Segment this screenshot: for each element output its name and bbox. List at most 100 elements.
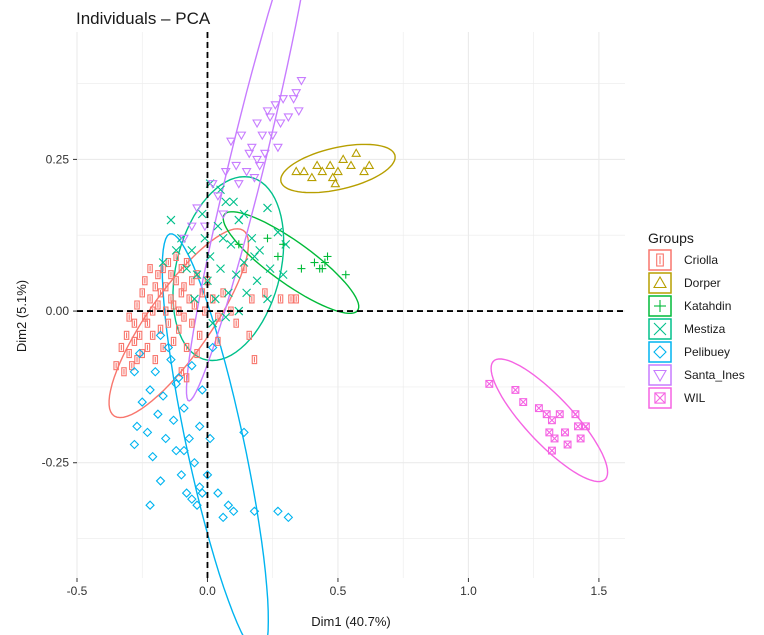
data-point: [310, 258, 319, 267]
marker-shape: [218, 233, 228, 243]
data-point: [160, 264, 166, 274]
data-point: [187, 494, 197, 504]
marker-shape: [183, 373, 190, 383]
data-point: [150, 366, 161, 377]
marker-shape: [265, 113, 276, 123]
marker-shape: [563, 440, 572, 449]
data-point: [187, 360, 197, 371]
marker-shape: [220, 288, 226, 298]
data-point: [231, 161, 242, 171]
marker-shape: [213, 488, 223, 498]
data-point: [189, 457, 200, 468]
data-point: [129, 439, 140, 450]
marker-shape: [173, 251, 179, 262]
data-point: [152, 355, 159, 365]
marker-shape: [317, 166, 328, 176]
data-point: [129, 366, 140, 377]
data-point: [165, 318, 172, 328]
marker-shape: [121, 367, 127, 377]
data-point: [134, 348, 145, 359]
marker-shape: [246, 143, 257, 153]
marker-shape: [179, 403, 189, 413]
marker-shape: [485, 380, 494, 388]
marker-shape: [252, 119, 263, 129]
data-point: [155, 476, 166, 486]
marker-shape: [574, 422, 582, 431]
marker-shape: [249, 174, 260, 183]
data-point: [171, 445, 181, 456]
x-tick-label: 1.5: [591, 584, 608, 598]
marker-shape: [563, 440, 572, 449]
marker-shape: [152, 355, 159, 365]
marker-shape: [134, 300, 140, 310]
data-point: [341, 270, 350, 279]
data-point: [131, 318, 138, 328]
data-point: [210, 294, 220, 304]
legend-marker-icon: [653, 345, 667, 359]
data-point: [291, 89, 302, 98]
marker-shape: [158, 391, 168, 401]
marker-shape: [221, 312, 231, 322]
marker-shape: [205, 252, 215, 261]
data-point: [255, 246, 265, 255]
marker-shape: [202, 470, 213, 480]
series-dorper: [291, 148, 375, 188]
data-point: [296, 76, 307, 86]
data-point: [542, 410, 551, 419]
data-point: [171, 246, 181, 255]
marker-shape: [165, 257, 172, 268]
data-point: [181, 312, 187, 322]
marker-shape: [196, 330, 203, 340]
data-point: [288, 95, 299, 104]
marker-shape: [359, 166, 369, 176]
marker-shape: [550, 434, 559, 443]
data-point: [147, 294, 153, 304]
marker-shape: [142, 276, 148, 286]
marker-shape: [129, 439, 140, 450]
marker-shape: [231, 270, 241, 280]
marker-shape: [555, 410, 564, 418]
marker-shape: [330, 178, 341, 188]
data-point: [273, 227, 283, 237]
marker-shape: [150, 366, 161, 377]
series-santa-ines: [179, 76, 307, 244]
data-point: [155, 330, 166, 341]
data-point: [181, 282, 187, 292]
data-point: [183, 342, 190, 353]
marker-shape: [160, 433, 171, 444]
legend-label: Mestiza: [684, 322, 726, 336]
data-point: [215, 336, 221, 346]
legend-label: Dorper: [684, 276, 721, 290]
data-point: [270, 101, 281, 110]
data-point: [242, 288, 252, 298]
data-point: [126, 312, 132, 322]
marker-shape: [571, 410, 580, 419]
data-point: [149, 330, 156, 340]
marker-shape: [220, 167, 231, 177]
marker-shape: [288, 95, 299, 104]
marker-shape: [171, 246, 181, 255]
marker-shape: [249, 294, 255, 304]
marker-shape: [275, 119, 286, 129]
data-point: [259, 149, 270, 159]
marker-shape: [142, 427, 153, 438]
data-point: [220, 288, 226, 298]
data-point: [291, 166, 302, 176]
marker-shape: [653, 275, 667, 289]
data-point: [246, 330, 252, 340]
marker-shape: [160, 342, 166, 353]
data-point: [239, 209, 249, 219]
marker-shape: [265, 264, 275, 273]
data-point: [263, 203, 272, 213]
data-point: [519, 398, 528, 407]
data-point: [239, 258, 249, 267]
marker-shape: [485, 379, 494, 388]
data-point: [192, 500, 202, 510]
marker-shape: [561, 428, 569, 437]
data-point: [327, 172, 338, 182]
data-point: [257, 131, 268, 141]
x-tick-label: -0.5: [67, 584, 88, 598]
data-point: [229, 197, 238, 207]
marker-shape: [165, 318, 172, 328]
marker-shape: [183, 342, 190, 353]
